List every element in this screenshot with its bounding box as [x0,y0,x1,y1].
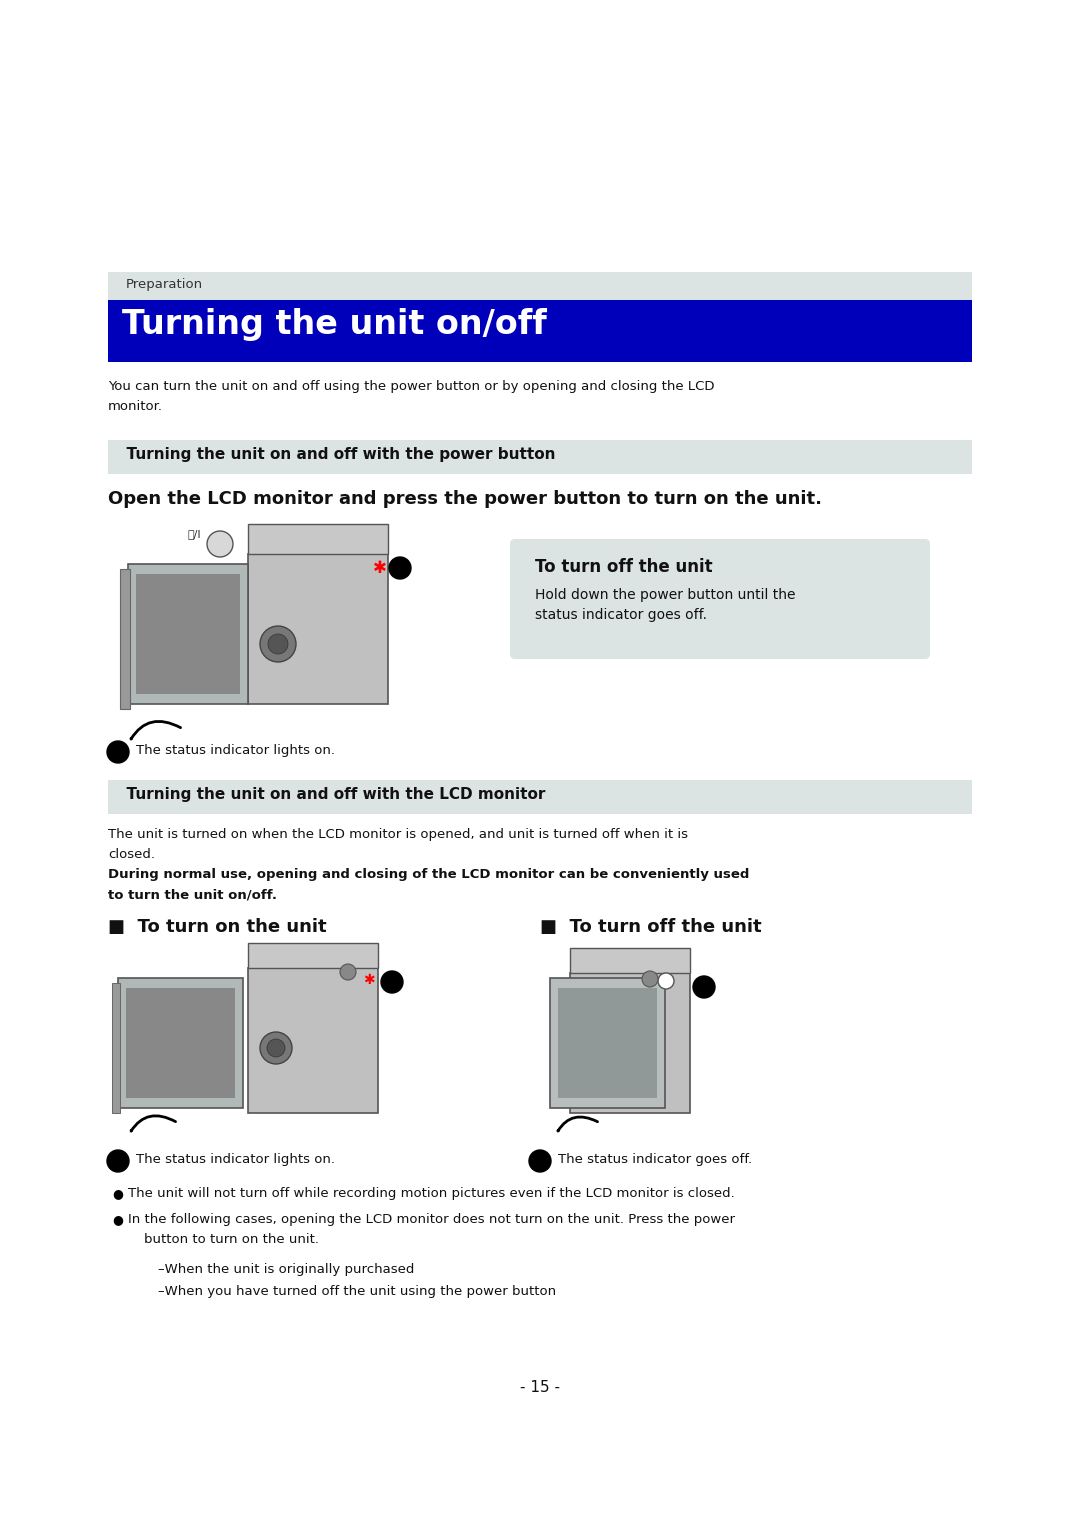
Text: status indicator goes off.: status indicator goes off. [535,607,707,623]
Bar [112,983,120,1112]
Text: closed.: closed. [108,848,156,861]
Text: The status indicator goes off.: The status indicator goes off. [558,1154,752,1166]
Circle shape [529,1151,551,1172]
FancyArrowPatch shape [558,1117,597,1131]
Bar [108,439,972,475]
Text: button to turn on the unit.: button to turn on the unit. [144,1233,319,1247]
Text: During normal use, opening and closing of the LCD monitor can be conveniently us: During normal use, opening and closing o… [108,868,750,881]
Text: to turn the unit on/off.: to turn the unit on/off. [108,888,276,900]
Text: ■  To turn on the unit: ■ To turn on the unit [108,919,326,935]
Text: Preparation: Preparation [126,278,203,291]
Text: A: A [395,559,404,568]
Bar [129,565,248,703]
Circle shape [642,971,658,987]
Text: In the following cases, opening the LCD monitor does not turn on the unit. Press: In the following cases, opening the LCD … [129,1213,735,1225]
Text: –When the unit is originally purchased: –When the unit is originally purchased [158,1264,415,1276]
Bar [108,272,972,301]
Circle shape [658,974,674,989]
Text: Open the LCD monitor and press the power button to turn on the unit.: Open the LCD monitor and press the power… [108,490,822,508]
Circle shape [389,557,411,578]
Bar [558,987,657,1099]
Text: ✱: ✱ [373,559,387,577]
Text: The unit is turned on when the LCD monitor is opened, and unit is turned off whe: The unit is turned on when the LCD monit… [108,829,688,841]
Text: The status indicator lights on.: The status indicator lights on. [136,1154,335,1166]
Bar [570,974,690,1112]
Bar [570,948,690,974]
Circle shape [340,964,356,980]
Text: You can turn the unit on and off using the power button or by opening and closin: You can turn the unit on and off using t… [108,380,715,394]
Bar [248,967,378,1112]
Text: A: A [388,972,396,983]
Text: B: B [700,977,708,987]
Text: To turn off the unit: To turn off the unit [535,559,713,575]
Text: ■  To turn off the unit: ■ To turn off the unit [540,919,761,935]
Bar [108,780,972,813]
Bar [248,943,378,967]
Text: B: B [536,1154,544,1164]
Bar [136,574,240,694]
Text: A: A [113,1154,122,1164]
FancyArrowPatch shape [131,722,180,739]
Bar [108,301,972,362]
FancyBboxPatch shape [510,539,930,659]
Bar [126,987,235,1099]
Bar [118,978,243,1108]
Bar [120,569,130,710]
Text: Turning the unit on and off with the LCD monitor: Turning the unit on and off with the LCD… [116,787,545,803]
Bar [248,554,388,703]
Text: A: A [113,745,122,755]
Circle shape [268,633,288,655]
Text: The status indicator lights on.: The status indicator lights on. [136,745,335,757]
Text: ●: ● [112,1187,123,1199]
Circle shape [260,626,296,662]
Circle shape [260,1032,292,1064]
FancyArrowPatch shape [131,1116,176,1131]
Text: ⏻/I: ⏻/I [188,530,202,539]
Circle shape [693,977,715,998]
Text: Hold down the power button until the: Hold down the power button until the [535,588,796,601]
Bar [248,523,388,554]
Circle shape [267,1039,285,1058]
Text: monitor.: monitor. [108,400,163,414]
Text: Turning the unit on and off with the power button: Turning the unit on and off with the pow… [116,447,555,462]
Circle shape [207,531,233,557]
Circle shape [107,1151,129,1172]
Text: The unit will not turn off while recording motion pictures even if the LCD monit: The unit will not turn off while recordi… [129,1187,734,1199]
Circle shape [381,971,403,993]
Text: ●: ● [112,1213,123,1225]
Text: - 15 -: - 15 - [519,1380,561,1395]
Text: ✱: ✱ [363,974,375,987]
Bar [550,978,665,1108]
Text: Turning the unit on/off: Turning the unit on/off [122,308,546,340]
Text: –When you have turned off the unit using the power button: –When you have turned off the unit using… [158,1285,556,1299]
Circle shape [107,742,129,763]
